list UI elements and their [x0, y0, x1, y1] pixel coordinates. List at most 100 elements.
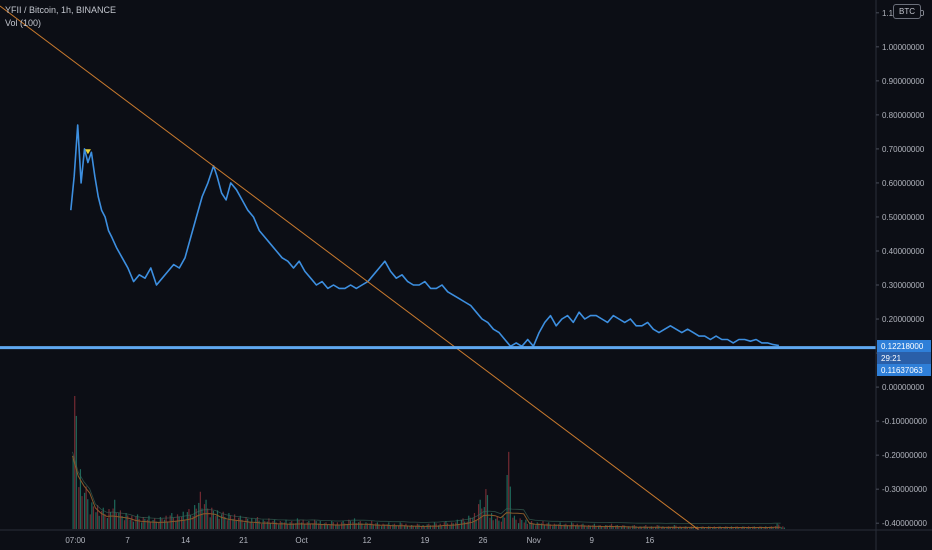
- volume-bar: [295, 523, 297, 529]
- volume-bar: [85, 486, 87, 529]
- volume-bar: [706, 527, 708, 529]
- x-tick-label: 19: [420, 536, 429, 545]
- volume-bar: [203, 504, 206, 529]
- volume-bar: [393, 523, 396, 529]
- volume-bar: [508, 451, 510, 529]
- volume-bar: [420, 526, 423, 529]
- volume-bar: [513, 515, 516, 529]
- volume-bar: [264, 521, 266, 529]
- volume-bar: [532, 523, 534, 529]
- volume-bar: [273, 519, 276, 529]
- volume-bar: [329, 524, 331, 529]
- volume-bar: [372, 524, 374, 529]
- currency-badge[interactable]: BTC: [893, 4, 921, 19]
- volume-bar: [468, 515, 470, 529]
- volume-bar: [512, 517, 514, 529]
- volume-bar: [415, 526, 417, 529]
- price-line: [70, 124, 780, 348]
- x-tick-label: 07:00: [65, 536, 86, 545]
- volume-bar: [406, 526, 409, 529]
- y-tick-label: 0.50000000: [882, 213, 925, 222]
- volume-bar: [216, 510, 219, 529]
- volume-bar: [472, 517, 474, 529]
- volume-bar: [119, 510, 122, 529]
- volume-bar: [176, 514, 179, 529]
- volume-bar: [222, 511, 224, 529]
- volume-bar: [549, 524, 551, 529]
- volume-bar: [325, 522, 327, 529]
- volume-bar: [121, 515, 123, 529]
- volume-bar: [563, 524, 565, 529]
- volume-bar: [469, 517, 471, 529]
- volume-bar: [500, 521, 503, 529]
- volume-bar: [378, 524, 380, 529]
- volume-bar: [159, 517, 161, 529]
- volume-bar: [96, 505, 99, 529]
- volume-bar: [125, 513, 127, 529]
- volume-bar: [580, 524, 582, 529]
- volume-bar: [106, 518, 108, 529]
- volume-bar: [652, 527, 654, 529]
- volume-bar: [135, 516, 137, 529]
- volume-bar: [211, 507, 213, 529]
- volume-bar: [515, 519, 517, 529]
- volume-bar: [114, 499, 116, 529]
- x-tick-label: 9: [590, 536, 595, 545]
- volume-bar: [291, 521, 293, 529]
- price-series: [0, 5, 876, 531]
- volume-bar: [292, 523, 294, 529]
- volume-bar: [466, 521, 468, 529]
- volume-bar: [304, 523, 306, 529]
- countdown-tag-bg: [877, 352, 931, 364]
- volume-bar: [258, 520, 260, 529]
- volume-bar: [163, 519, 166, 529]
- volume-bar: [403, 525, 405, 529]
- volume-bar: [540, 523, 542, 529]
- volume-bar: [776, 523, 778, 529]
- volume-bar: [319, 521, 321, 529]
- volume-bar: [575, 525, 577, 529]
- y-tick-label: -0.10000000: [882, 417, 927, 426]
- y-tick-label: 0.80000000: [882, 111, 925, 120]
- volume-bar: [278, 524, 280, 529]
- volume-bar: [475, 520, 477, 529]
- volume-bar: [483, 507, 485, 529]
- y-tick-label: 1.00000000: [882, 43, 925, 52]
- x-tick-label: 12: [362, 536, 371, 545]
- volume-bar: [102, 507, 104, 529]
- volume-bar: [287, 523, 289, 529]
- volume-bar: [87, 499, 89, 529]
- volume-bar: [432, 525, 434, 529]
- volume-bar: [149, 521, 152, 529]
- volume-ma-line-2: [72, 451, 781, 524]
- volume-bar: [398, 525, 400, 529]
- volume-bar: [178, 516, 180, 529]
- y-tick-label: 0.40000000: [882, 247, 925, 256]
- volume-bar: [477, 504, 480, 529]
- volume-bar: [349, 521, 352, 529]
- volume-bar: [123, 520, 126, 529]
- volume-bar: [721, 527, 723, 529]
- volume-bar: [641, 526, 643, 529]
- volume-bar: [224, 516, 226, 529]
- y-tick-label: 0.90000000: [882, 77, 925, 86]
- volume-bar: [154, 518, 156, 529]
- x-tick-label: 14: [181, 536, 190, 545]
- volume-bar: [79, 469, 82, 529]
- volume-bar: [626, 527, 628, 529]
- volume-bar: [226, 520, 228, 529]
- volume-bar: [358, 522, 360, 529]
- volume-bar: [78, 487, 80, 529]
- x-tick-label: 7: [125, 536, 130, 545]
- volume-bar: [81, 496, 83, 529]
- volume-bar: [523, 522, 525, 529]
- volume-bar: [548, 522, 550, 529]
- volume-bar: [220, 514, 223, 529]
- volume-bar: [129, 519, 131, 529]
- volume-bar: [655, 526, 657, 529]
- volume-bar: [703, 527, 706, 529]
- volume-bar: [536, 522, 538, 529]
- volume-bar: [755, 527, 757, 529]
- volume-bar: [380, 526, 383, 529]
